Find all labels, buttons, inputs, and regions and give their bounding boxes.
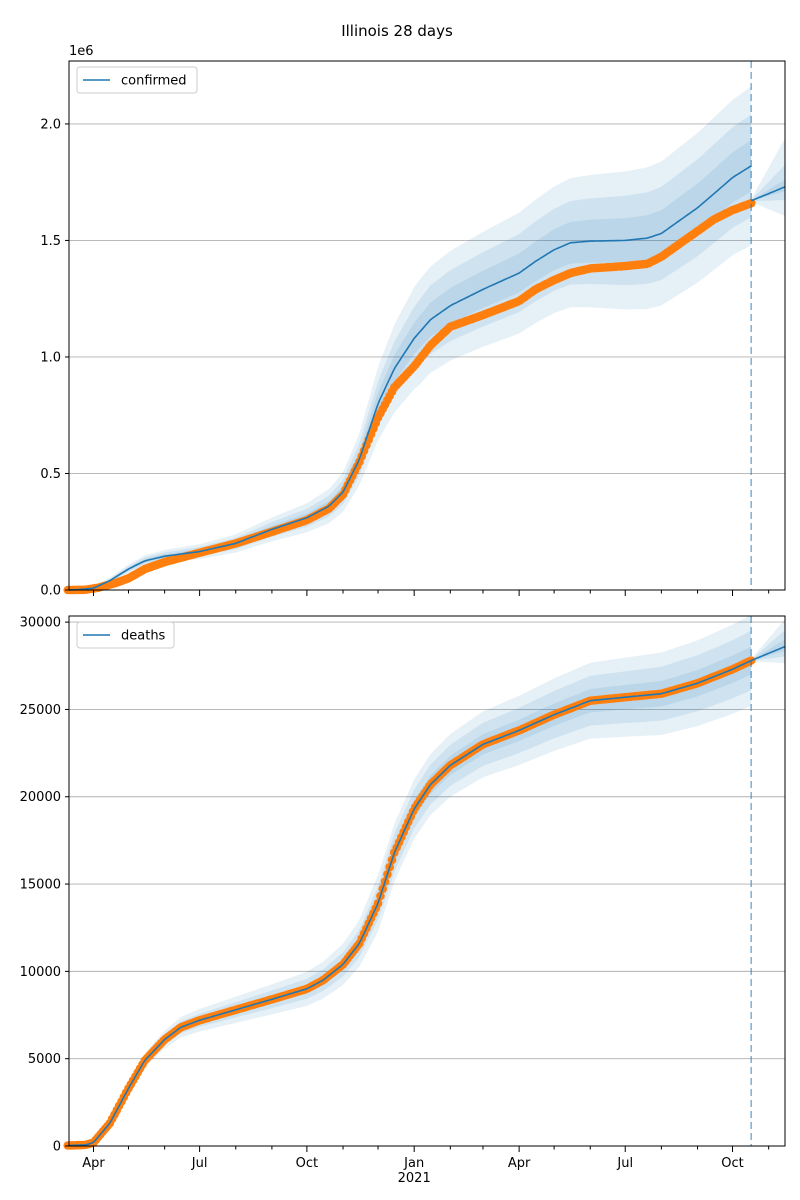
deaths-uncertainty-bands (69, 616, 785, 1146)
confirmed-axes-frame (68, 60, 786, 591)
forecast-uncertainty-band (751, 179, 785, 201)
y-tick-label: 2.0 (40, 117, 61, 132)
y-tick-label: 1.5 (40, 234, 61, 249)
deaths-forecast-line (750, 645, 786, 662)
confirmed-model-line (68, 165, 752, 591)
forecast-uncertainty-band (751, 639, 785, 661)
x-axis-year-label: 2021 (398, 1171, 431, 1186)
deaths-axes-frame (68, 615, 786, 1147)
forecast-uncertainty-band (751, 630, 785, 661)
deaths-legend-label: deaths (121, 629, 166, 644)
x-tick-label: Oct (721, 1156, 743, 1171)
uncertainty-band (69, 114, 752, 590)
y-tick-label: 0.0 (40, 584, 61, 599)
uncertainty-band (69, 140, 752, 590)
confirmed-subplot: 0.0 0.5 1.0 1.5 2.0 1e6 confirmed (40, 44, 786, 599)
uncertainty-band (69, 86, 752, 590)
confirmed-observed-series (63, 198, 756, 595)
confirmed-legend-box (76, 66, 198, 94)
y-tick-label: 20000 (20, 790, 61, 805)
forecast-uncertainty-band (751, 619, 785, 664)
x-tick-label: Apr (508, 1156, 531, 1171)
confirmed-legend-label: confirmed (121, 74, 187, 89)
forecast-uncertainty-band (751, 164, 785, 202)
deaths-legend: deaths (76, 621, 175, 649)
y-tick-label: 5000 (28, 1052, 61, 1067)
observed-point (746, 198, 756, 208)
y-tick-label: 1.0 (40, 350, 61, 365)
deaths-x-axis: Apr Jul Oct Jan Apr Jul Oct (82, 1146, 770, 1171)
uncertainty-band (69, 616, 752, 1146)
figure-title: Illinois 28 days (341, 22, 453, 40)
deaths-model-line (69, 659, 752, 1147)
confirmed-legend: confirmed (76, 66, 198, 94)
x-tick-label: Oct (296, 1156, 318, 1171)
x-tick-label: Jan (403, 1156, 424, 1171)
confirmed-y-offset-label: 1e6 (69, 44, 94, 59)
y-tick-label: 15000 (20, 878, 61, 893)
deaths-legend-box (76, 621, 175, 649)
deaths-subplot: 0 5000 10000 15000 20000 25000 30000 Apr Jul Oct… (20, 615, 786, 1171)
x-tick-label: Apr (82, 1156, 105, 1171)
confirmed-x-axis-ticks (92, 590, 770, 596)
y-tick-label: 25000 (20, 703, 61, 718)
x-tick-label: Jul (616, 1156, 633, 1171)
confirmed-uncertainty-bands (69, 86, 785, 590)
confirmed-forecast-line (750, 186, 786, 202)
confirmed-y-axis: 0.0 0.5 1.0 1.5 2.0 (40, 117, 69, 599)
y-tick-label: 0 (53, 1140, 61, 1155)
y-tick-label: 10000 (20, 965, 61, 980)
x-tick-label: Jul (191, 1156, 208, 1171)
y-tick-label: 30000 (20, 616, 61, 631)
uncertainty-band (69, 630, 752, 1146)
uncertainty-band (69, 646, 752, 1146)
deaths-y-axis: 0 5000 10000 15000 20000 25000 30000 (20, 616, 69, 1155)
y-tick-label: 0.5 (40, 467, 61, 482)
